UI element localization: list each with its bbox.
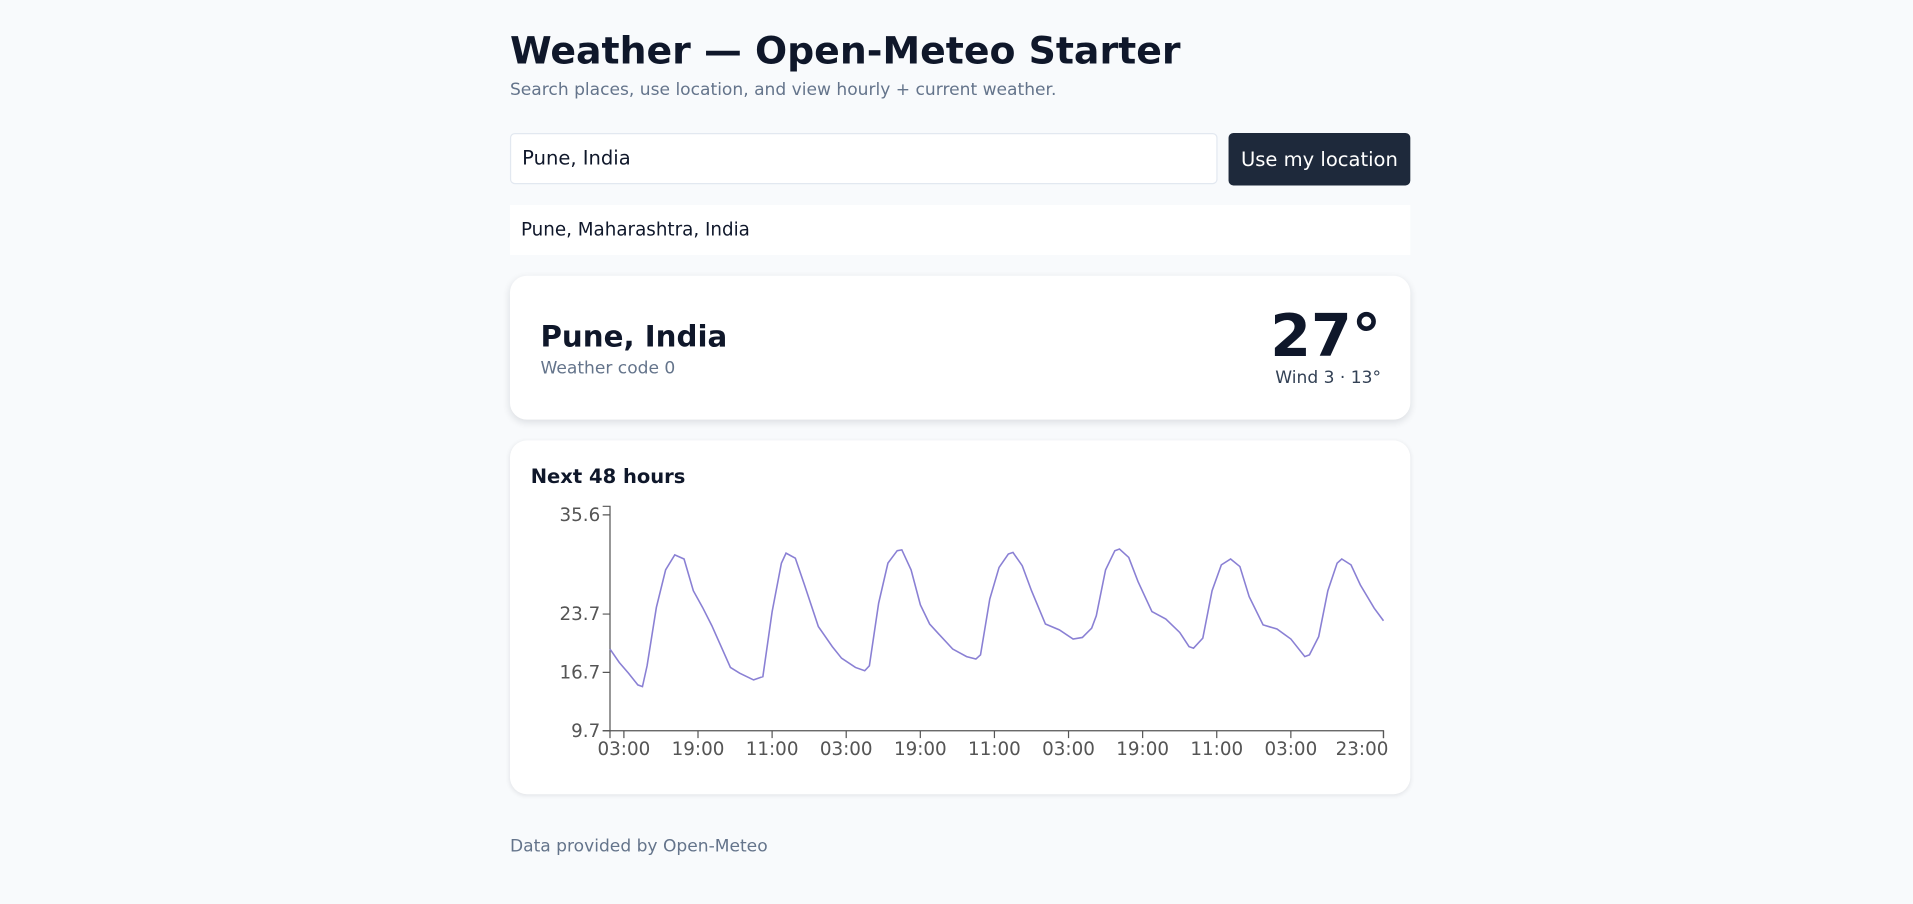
- chart: 9.7 16.7 23.7 35.6 03:00 19:00 11:00 03:00 19:00…: [559, 505, 1389, 760]
- x-tick-label: 19:00: [894, 739, 947, 760]
- x-tick-label: 23:00: [1336, 739, 1389, 760]
- y-axis: [602, 505, 611, 732]
- location-button[interactable]: Use my location: [1228, 132, 1411, 186]
- y-tick-label: 35.6: [559, 505, 600, 526]
- x-tick-label: 03:00: [1264, 739, 1317, 760]
- footer: Data provided by Open-Meteo: [509, 836, 768, 857]
- subtitle: Search places, use location, and view ho…: [509, 80, 1057, 101]
- x-tick-label: 19:00: [672, 739, 725, 760]
- weather-code: Weather code 0: [540, 358, 676, 379]
- y-tick-label: 16.7: [559, 663, 600, 684]
- wind: Wind 3 · 13°: [1275, 368, 1382, 388]
- temperature: 27°: [1270, 302, 1382, 371]
- x-tick-label: 03:00: [598, 739, 651, 760]
- x-tick-label: 03:00: [1042, 739, 1095, 760]
- x-tick-label: 11:00: [1190, 739, 1243, 760]
- x-tick-label: 03:00: [820, 739, 873, 760]
- x-axis: [609, 730, 1385, 739]
- y-tick-label: 9.7: [571, 721, 600, 742]
- x-tick-label: 11:00: [746, 739, 799, 760]
- chart-title: Next 48 hours: [530, 464, 686, 488]
- x-tick-label: 11:00: [968, 739, 1021, 760]
- current-card: Pune, India Weather code 0 27° Wind 3 · …: [509, 275, 1411, 420]
- x-tick-label: 19:00: [1116, 739, 1169, 760]
- place: Pune, India: [540, 319, 728, 354]
- temperature-line: [609, 548, 1385, 688]
- search-input[interactable]: Pune, India: [509, 132, 1218, 185]
- suggestion[interactable]: Pune, Maharashtra, India: [509, 204, 1411, 255]
- y-tick-label: 23.7: [559, 604, 600, 625]
- chart-card: Next 48 hours 9.7 16.7 23.7 35.6 03:00 19:00 1…: [509, 440, 1411, 795]
- title: Weather — Open-Meteo Starter: [509, 29, 1181, 74]
